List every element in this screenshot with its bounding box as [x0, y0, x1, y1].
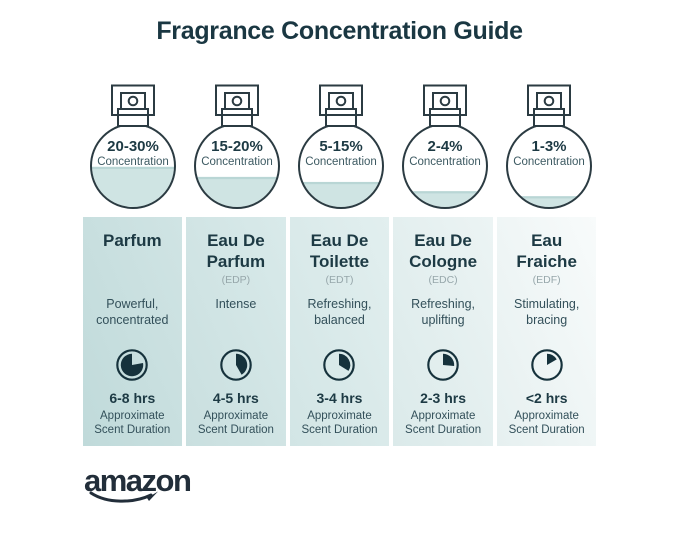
fragrance-name: Eau Fraiche: [516, 231, 577, 271]
concentration-label: Concentration: [409, 156, 481, 168]
scent-duration-label: Approximate Scent Duration: [197, 410, 274, 436]
fragrance-abbr: (EDF): [532, 274, 561, 286]
fragrance-description: Intense: [215, 297, 257, 311]
column-eau-de-cologne: Eau De Cologne (EDC) Refreshing, uplifti…: [393, 217, 493, 446]
scent-duration-label: Approximate Scent Duration: [508, 410, 585, 436]
amazon-smile-icon: [89, 491, 158, 503]
clock-icon: [393, 348, 493, 382]
scent-duration-label: Approximate Scent Duration: [301, 410, 378, 436]
scent-duration-hours: 3-4 hrs: [316, 390, 363, 406]
scent-duration-hours: 4-5 hrs: [212, 390, 259, 406]
clock-icon: [497, 348, 597, 382]
perfume-bottle-icon: 5-15% Concentration: [297, 84, 384, 209]
clock-icon: [83, 348, 183, 382]
perfume-bottle-icon: 15-20% Concentration: [193, 84, 280, 209]
column-parfum: Parfum Powerful, concentrated 6-8 hrs Ap…: [82, 217, 183, 446]
scent-duration-label: Approximate Scent Duration: [405, 410, 482, 436]
concentration-value: 15-20%: [211, 138, 263, 155]
column-eau-fraiche: Eau Fraiche (EDF) Stimulating, bracing <…: [496, 217, 597, 446]
concentration-label: Concentration: [97, 156, 169, 168]
fragrance-abbr: [83, 272, 183, 288]
scent-duration-hours: 6-8 hrs: [109, 390, 156, 406]
fragrance-name: Parfum: [103, 231, 162, 250]
fragrance-name: Eau De Parfum: [206, 231, 266, 271]
column-eau-de-parfum: Eau De Parfum (EDP) Intense 4-5 hrs Appr…: [186, 217, 286, 446]
fragrance-name: Eau De Cologne: [409, 231, 478, 271]
amazon-logo: amazon: [84, 463, 194, 506]
concentration-value: 1-3%: [531, 138, 566, 155]
amazon-logo-text: amazon: [84, 463, 192, 498]
perfume-bottle: 2-4% Concentration: [395, 84, 495, 212]
fragrance-abbr: (EDP): [221, 274, 251, 286]
perfume-bottle: 5-15% Concentration: [291, 84, 391, 212]
fragrance-name: Eau De Toilette: [309, 231, 370, 271]
fragrance-description: Refreshing, balanced: [307, 297, 372, 327]
perfume-bottle-icon: 1-3% Concentration: [505, 84, 592, 209]
scent-duration-hours: <2 hrs: [525, 390, 568, 406]
perfume-bottle: 1-3% Concentration: [499, 84, 599, 212]
scent-duration-hours: 2-3 hrs: [420, 390, 467, 406]
fragrance-table: Parfum Powerful, concentrated 6-8 hrs Ap…: [82, 217, 597, 446]
clock-icon: [290, 348, 390, 382]
perfume-bottle: 15-20% Concentration: [187, 84, 287, 212]
fragrance-description: Stimulating, bracing: [514, 297, 580, 327]
concentration-label: Concentration: [305, 156, 377, 168]
concentration-value: 20-30%: [107, 138, 159, 155]
concentration-label: Concentration: [513, 156, 585, 168]
column-eau-de-toilette: Eau De Toilette (EDT) Refreshing, balanc…: [289, 217, 390, 446]
fragrance-abbr: (EDT): [325, 274, 354, 286]
clock-icon: [186, 348, 286, 382]
perfume-bottle-icon: 20-30% Concentration: [89, 84, 176, 209]
fragrance-abbr: (EDC): [428, 274, 458, 286]
bottles-row: 20-30% Concentration 15-20% Concentratio…: [83, 84, 597, 212]
concentration-value: 5-15%: [319, 138, 362, 155]
page-title: Fragrance Concentration Guide: [156, 17, 523, 45]
scent-duration-label: Approximate Scent Duration: [94, 410, 171, 436]
perfume-bottle: 20-30% Concentration: [83, 84, 183, 212]
fragrance-description: Powerful, concentrated: [96, 297, 169, 327]
fragrance-description: Refreshing, uplifting: [411, 297, 476, 327]
concentration-value: 2-4%: [427, 138, 462, 155]
perfume-bottle-icon: 2-4% Concentration: [401, 84, 488, 209]
concentration-label: Concentration: [201, 156, 273, 168]
